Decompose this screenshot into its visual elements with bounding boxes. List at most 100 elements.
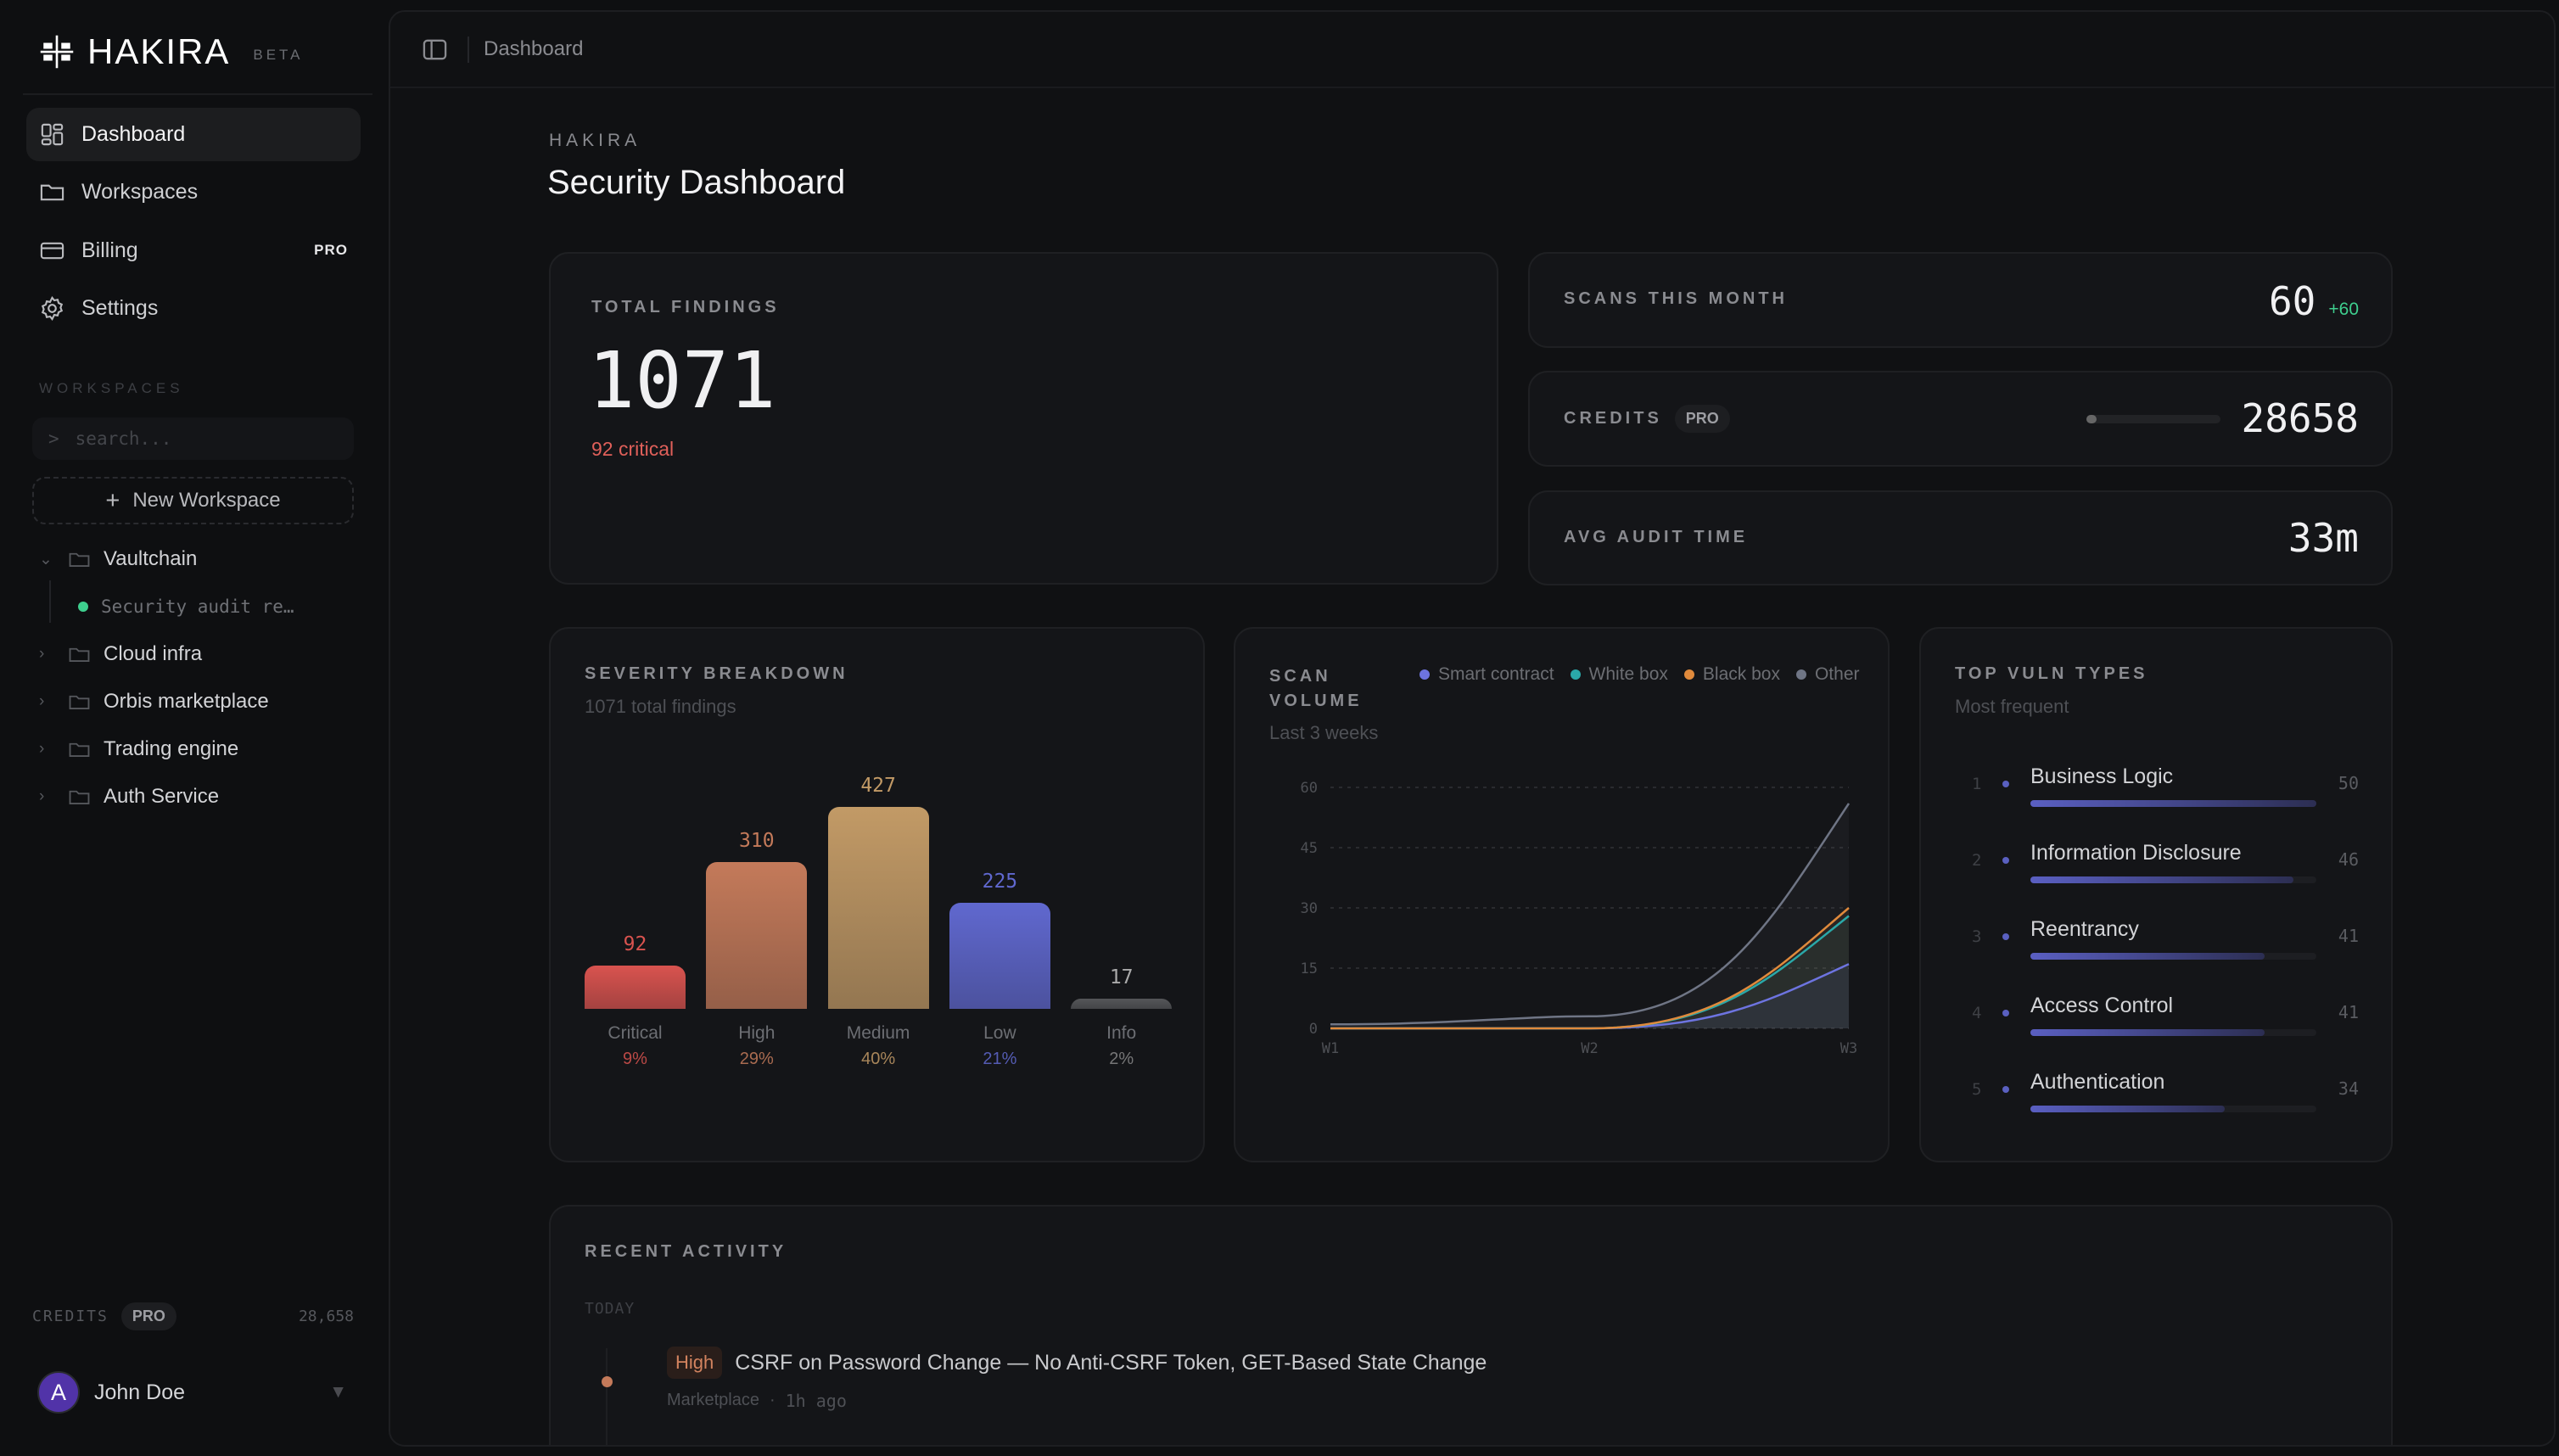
sidebar-item-dashboard[interactable]: Dashboard bbox=[26, 108, 361, 161]
timeline-dot bbox=[602, 1376, 613, 1387]
tree-line bbox=[49, 580, 51, 623]
sidebar-toggle-icon[interactable] bbox=[422, 36, 448, 63]
user-name: John Doe bbox=[94, 1380, 186, 1404]
y-tick-label: 0 bbox=[1309, 1021, 1318, 1038]
series-line[interactable] bbox=[1330, 907, 1850, 1030]
vuln-type-label[interactable]: Reentrancy bbox=[2030, 917, 2139, 941]
grid-icon bbox=[41, 123, 64, 146]
chevron-right-icon[interactable]: › bbox=[39, 787, 45, 805]
vuln-type-label[interactable]: Access Control bbox=[2030, 994, 2174, 1017]
bullet-icon bbox=[2002, 1086, 2009, 1093]
legend-dot-icon bbox=[1683, 669, 1694, 680]
severity-badge: High bbox=[667, 1347, 723, 1379]
rank-label: 3 bbox=[1972, 927, 1982, 946]
vuln-count: 46 bbox=[2338, 849, 2359, 870]
credits-progress-fill bbox=[2086, 415, 2097, 423]
legend-label: Black box bbox=[1702, 664, 1780, 684]
y-tick-label: 30 bbox=[1301, 900, 1318, 917]
series-line[interactable] bbox=[1330, 803, 1851, 1026]
logo-text: HAKIRA bbox=[87, 31, 231, 71]
scan-name: Security audit re… bbox=[101, 596, 294, 617]
vuln-bar-track bbox=[2030, 1106, 2316, 1112]
page-eyebrow: HAKIRA bbox=[549, 131, 641, 150]
severity-bar[interactable] bbox=[585, 965, 686, 1009]
severity-bar[interactable] bbox=[949, 902, 1050, 1009]
chart-subtitle: Most frequent bbox=[1955, 696, 2069, 717]
bar-value-label: 17 bbox=[1109, 966, 1134, 988]
chevron-right-icon[interactable]: › bbox=[39, 645, 45, 663]
vuln-bar-fill bbox=[2030, 953, 2265, 960]
total-findings-card: TOTAL FINDINGS 1071 92 critical bbox=[549, 252, 1498, 585]
vuln-count: 50 bbox=[2338, 773, 2359, 793]
workspace-search-input[interactable]: > search... bbox=[32, 417, 354, 460]
workspace-name: Auth Service bbox=[104, 785, 220, 808]
legend-item: Smart contract bbox=[1419, 664, 1554, 685]
chart-title: SEVERITY BREAKDOWN bbox=[585, 664, 848, 683]
credit-card-icon bbox=[40, 242, 64, 259]
severity-bar[interactable] bbox=[706, 862, 808, 1009]
workspace-item[interactable]: › Trading engine bbox=[39, 733, 238, 765]
vuln-type-label[interactable]: Information Disclosure bbox=[2030, 841, 2242, 865]
workspace-name: Cloud infra bbox=[104, 642, 203, 665]
workspace-child-item[interactable]: Security audit re… bbox=[78, 591, 294, 623]
top-bar: Dashboard bbox=[390, 12, 2554, 88]
gear-icon bbox=[41, 295, 64, 321]
vuln-bar-fill bbox=[2030, 1029, 2265, 1036]
legend-label: White box bbox=[1588, 664, 1668, 684]
card-title: RECENT ACTIVITY bbox=[585, 1242, 787, 1261]
severity-bar[interactable] bbox=[1071, 999, 1173, 1009]
logo[interactable]: HAKIRA BETA bbox=[39, 31, 304, 72]
pro-badge: PRO bbox=[314, 242, 348, 259]
critical-count: 92 critical bbox=[591, 438, 675, 460]
y-tick-label: 60 bbox=[1301, 780, 1318, 797]
vuln-count: 34 bbox=[2338, 1078, 2359, 1099]
nav-label: Settings bbox=[81, 295, 159, 320]
workspace-item[interactable]: › Orbis marketplace bbox=[39, 686, 269, 718]
workspace-item[interactable]: › Auth Service bbox=[39, 781, 219, 813]
severity-bar[interactable] bbox=[827, 807, 929, 1009]
nav-label: Workspaces bbox=[81, 180, 199, 204]
vuln-type-label[interactable]: Business Logic bbox=[2030, 764, 2174, 788]
vuln-type-label[interactable]: Authentication bbox=[2030, 1070, 2165, 1094]
activity-workspace: Marketplace bbox=[667, 1391, 759, 1409]
card-label: CREDITS bbox=[1564, 409, 1662, 428]
scans-card: SCANS THIS MONTH 60 +60 bbox=[1528, 252, 2393, 348]
folder-icon bbox=[40, 184, 64, 201]
scans-value: 60 bbox=[2268, 278, 2316, 324]
chevron-down-icon[interactable]: ⌄ bbox=[39, 550, 53, 568]
user-menu[interactable]: A John Doe ▼ bbox=[37, 1371, 347, 1414]
chevron-right-icon[interactable]: › bbox=[39, 692, 45, 710]
workspace-item[interactable]: › Cloud infra bbox=[39, 638, 202, 670]
percent-label: 21% bbox=[983, 1050, 1017, 1068]
activity-item[interactable]: High CSRF on Password Change — No Anti-C… bbox=[667, 1347, 1487, 1379]
vuln-count: 41 bbox=[2338, 926, 2359, 946]
workspace-item[interactable]: ⌄ Vaultchain bbox=[39, 543, 197, 575]
bullet-icon bbox=[2002, 857, 2009, 864]
legend-dot-icon bbox=[1419, 669, 1430, 680]
sidebar-item-workspaces[interactable]: Workspaces bbox=[26, 165, 361, 219]
rank-label: 1 bbox=[1972, 775, 1982, 793]
timeline-line bbox=[606, 1348, 608, 1445]
vuln-bar-track bbox=[2030, 953, 2316, 960]
folder-icon bbox=[69, 742, 90, 757]
sidebar: HAKIRA BETA Dashboard Workspaces Billing PR… bbox=[0, 0, 378, 1456]
category-label: High bbox=[738, 1023, 776, 1043]
scan-volume-chart: 0 15 30 45 60 W1 W2 W3 bbox=[1301, 780, 1858, 1057]
rank-label: 2 bbox=[1972, 851, 1982, 870]
x-tick-label: W1 bbox=[1322, 1040, 1339, 1057]
chevron-down-icon[interactable]: ▼ bbox=[329, 1382, 347, 1402]
chart-subtitle: Last 3 weeks bbox=[1269, 722, 1379, 743]
bar-value-label: 225 bbox=[982, 870, 1018, 893]
vuln-bar-fill bbox=[2030, 876, 2294, 883]
sidebar-item-settings[interactable]: Settings bbox=[26, 282, 361, 335]
legend-dot-icon bbox=[1795, 669, 1806, 680]
pro-badge: PRO bbox=[120, 1302, 176, 1330]
series-area bbox=[1330, 964, 1849, 1028]
new-workspace-button[interactable]: + New Workspace bbox=[32, 477, 354, 524]
chevron-right-icon[interactable]: › bbox=[39, 740, 45, 758]
chart-title: TOP VULN TYPES bbox=[1955, 664, 2148, 683]
legend-label: Smart contract bbox=[1438, 664, 1554, 684]
category-label: Critical bbox=[608, 1023, 663, 1043]
sidebar-item-billing[interactable]: Billing PRO bbox=[26, 224, 361, 277]
rank-label: 4 bbox=[1972, 1004, 1982, 1022]
